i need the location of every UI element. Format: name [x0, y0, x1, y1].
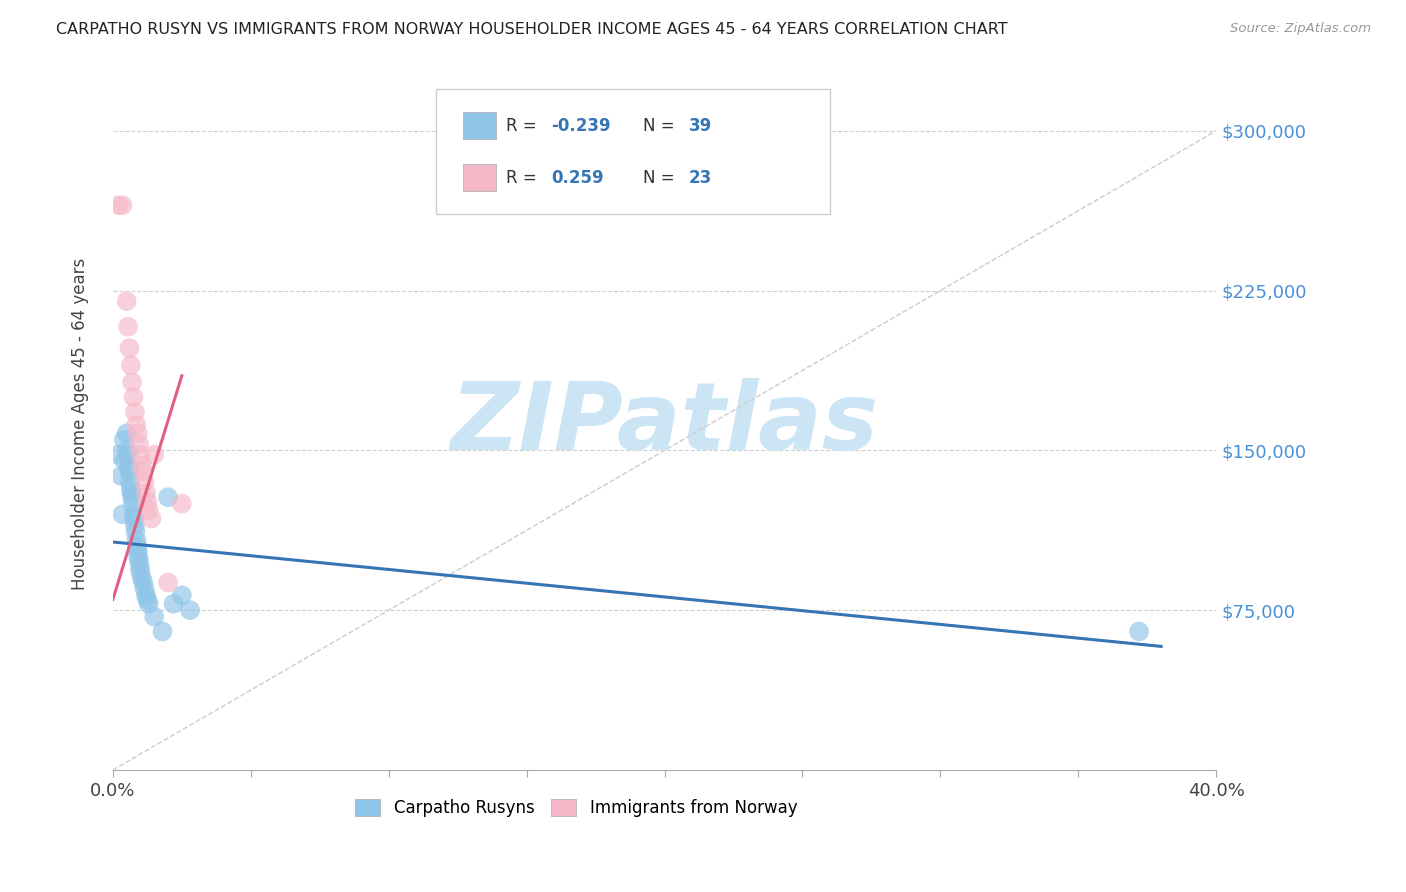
- Point: [134, 475, 156, 490]
- Point: [136, 494, 159, 508]
- Text: CARPATHO RUSYN VS IMMIGRANTS FROM NORWAY HOUSEHOLDER INCOME AGES 45 - 64 YEARS C: CARPATHO RUSYN VS IMMIGRANTS FROM NORWAY…: [56, 22, 1008, 37]
- Point: [128, 437, 150, 451]
- Point: [122, 508, 145, 522]
- Point: [124, 517, 146, 532]
- Text: -0.239: -0.239: [551, 117, 610, 135]
- Point: [107, 448, 129, 462]
- Point: [136, 592, 159, 607]
- Point: [112, 433, 135, 447]
- Point: [120, 482, 142, 496]
- Point: [118, 460, 141, 475]
- Point: [125, 417, 148, 432]
- Point: [111, 198, 134, 212]
- Point: [132, 465, 155, 479]
- Point: [143, 609, 166, 624]
- Point: [115, 443, 138, 458]
- Text: N =: N =: [643, 169, 679, 186]
- Point: [124, 405, 146, 419]
- Y-axis label: Householder Income Ages 45 - 64 years: Householder Income Ages 45 - 64 years: [72, 258, 89, 590]
- Point: [108, 198, 131, 212]
- Point: [115, 426, 138, 441]
- Point: [132, 575, 155, 590]
- Point: [157, 575, 180, 590]
- Point: [115, 294, 138, 309]
- Point: [117, 448, 139, 462]
- Point: [127, 543, 149, 558]
- Point: [127, 549, 149, 564]
- Point: [143, 448, 166, 462]
- Point: [114, 454, 136, 468]
- Point: [162, 597, 184, 611]
- Point: [128, 560, 150, 574]
- Point: [111, 508, 134, 522]
- Point: [127, 426, 149, 441]
- Point: [138, 503, 160, 517]
- Legend: Carpatho Rusyns, Immigrants from Norway: Carpatho Rusyns, Immigrants from Norway: [349, 792, 804, 824]
- Point: [121, 486, 143, 500]
- Point: [121, 375, 143, 389]
- Point: [157, 490, 180, 504]
- Point: [118, 341, 141, 355]
- Point: [131, 458, 153, 473]
- Point: [141, 511, 163, 525]
- Point: [170, 497, 193, 511]
- Point: [129, 565, 152, 579]
- Point: [124, 511, 146, 525]
- Point: [1128, 624, 1150, 639]
- Point: [121, 497, 143, 511]
- Point: [131, 571, 153, 585]
- Point: [138, 597, 160, 611]
- Point: [124, 524, 146, 539]
- Point: [120, 358, 142, 372]
- Text: 39: 39: [689, 117, 713, 135]
- Point: [135, 588, 157, 602]
- Text: 23: 23: [689, 169, 713, 186]
- Text: R =: R =: [506, 117, 543, 135]
- Point: [152, 624, 174, 639]
- Point: [128, 554, 150, 568]
- Point: [129, 448, 152, 462]
- Point: [125, 533, 148, 547]
- Point: [170, 588, 193, 602]
- Point: [179, 603, 201, 617]
- Text: R =: R =: [506, 169, 543, 186]
- Point: [135, 486, 157, 500]
- Text: 0.259: 0.259: [551, 169, 603, 186]
- Text: Source: ZipAtlas.com: Source: ZipAtlas.com: [1230, 22, 1371, 36]
- Point: [121, 490, 143, 504]
- Point: [117, 319, 139, 334]
- Text: ZIPatlas: ZIPatlas: [450, 377, 879, 470]
- Point: [118, 475, 141, 490]
- Point: [110, 469, 132, 483]
- Point: [127, 539, 149, 553]
- Point: [134, 582, 156, 596]
- Text: N =: N =: [643, 117, 679, 135]
- Point: [122, 390, 145, 404]
- Point: [118, 465, 141, 479]
